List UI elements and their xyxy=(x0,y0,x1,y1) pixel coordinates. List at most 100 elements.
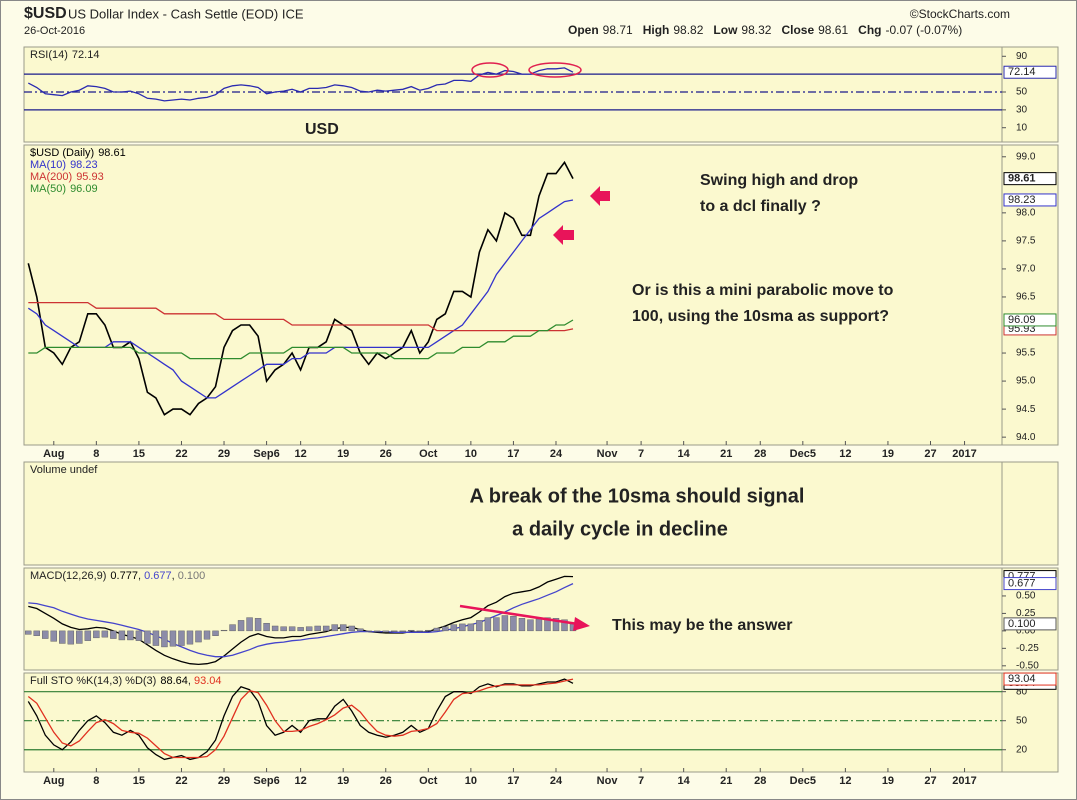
annotation: 100, using the 10sma as support? xyxy=(632,308,889,325)
x-tick-label: 15 xyxy=(133,775,145,787)
annotation: Swing high and drop xyxy=(700,172,858,189)
annotation: Or is this a mini parabolic move to xyxy=(632,282,894,299)
arrow xyxy=(590,186,610,206)
x-tick-label: 12 xyxy=(295,775,307,787)
quote-value: 98.61 xyxy=(818,23,848,37)
y-tick-label: 98.0 xyxy=(1016,207,1036,218)
legend-separator: , xyxy=(188,675,194,687)
x-tick-label: 22 xyxy=(175,775,187,787)
histogram-bar xyxy=(305,626,313,632)
x-tick-label: 28 xyxy=(754,775,766,787)
histogram-bar xyxy=(399,630,406,632)
histogram-bar xyxy=(408,629,415,632)
x-tick-label: 24 xyxy=(550,448,563,460)
legend-value: 0.677 xyxy=(144,570,172,582)
legend-name: RSI(14) xyxy=(30,49,68,61)
source: ©StockCharts.com xyxy=(910,7,1010,21)
x-tick-label: Dec5 xyxy=(790,775,816,787)
legend-name: MA(10) xyxy=(30,159,66,171)
x-tick-label: 26 xyxy=(380,775,392,787)
x-tick-label: 21 xyxy=(720,775,732,787)
histogram-bar xyxy=(280,626,287,632)
histogram-bar xyxy=(25,630,32,635)
x-tick-label: 12 xyxy=(295,448,307,460)
panel-title: MACD(12,26,9) 0.777, 0.677, 0.100 xyxy=(30,570,205,582)
value-box-label: 0.100 xyxy=(1008,618,1036,630)
quote-label: Open xyxy=(568,23,599,37)
annotation: A break of the 10sma should signal xyxy=(470,485,805,507)
x-tick-label: Sep6 xyxy=(253,448,279,460)
series-line xyxy=(28,301,574,332)
x-tick-label: 14 xyxy=(678,775,691,787)
x-tick-label: Nov xyxy=(597,775,619,787)
arrow xyxy=(553,225,574,245)
y-tick-label: 99.0 xyxy=(1016,151,1036,162)
quote-label: Low xyxy=(713,23,738,37)
legend-name: $USD (Daily) xyxy=(30,147,94,159)
y-tick-label: 30 xyxy=(1016,104,1028,115)
y-tick-label: 97.0 xyxy=(1016,264,1036,275)
histogram-bar xyxy=(110,630,117,639)
y-tick-label: 10 xyxy=(1016,122,1028,133)
histogram-bar xyxy=(127,630,134,641)
value-box-label: 98.23 xyxy=(1008,194,1036,206)
x-tick-label: 28 xyxy=(754,448,766,460)
histogram-bar xyxy=(484,617,492,632)
y-tick-label: 94.5 xyxy=(1016,404,1036,415)
histogram-bar xyxy=(476,620,483,632)
histogram-bar xyxy=(416,630,423,632)
x-tick-label: 8 xyxy=(93,775,99,787)
histogram-bar xyxy=(186,630,194,645)
series-line xyxy=(27,678,574,761)
x-tick-label: 12 xyxy=(839,448,851,460)
x-tick-label: 17 xyxy=(507,448,519,460)
histogram-bar xyxy=(348,625,355,632)
histogram-bar xyxy=(357,628,364,632)
histogram-bar xyxy=(561,619,568,632)
legend-value: 98.61 xyxy=(98,147,126,159)
histogram-bar xyxy=(229,624,236,632)
y-tick-label: 0.00 xyxy=(1016,626,1036,637)
value-box-label: 98.61 xyxy=(1008,173,1036,185)
histogram-bar xyxy=(297,627,304,632)
x-tick-label: 2017 xyxy=(952,775,976,787)
annotation: USD xyxy=(305,121,339,138)
histogram-bar xyxy=(288,626,296,632)
value-box-label: 96.09 xyxy=(1008,314,1036,326)
histogram-bar xyxy=(246,617,253,632)
histogram-bar xyxy=(552,618,560,632)
y-tick-label: 96.5 xyxy=(1016,292,1036,303)
x-tick-label: 29 xyxy=(218,448,230,460)
histogram-bar xyxy=(93,630,100,639)
legend-value: 98.23 xyxy=(70,159,98,171)
value-box xyxy=(1003,617,1057,631)
histogram-bar xyxy=(339,624,347,632)
histogram-bar xyxy=(59,630,66,644)
x-tick-label: 15 xyxy=(133,448,145,460)
histogram-bar xyxy=(442,626,449,632)
histogram-bar xyxy=(33,630,40,636)
x-tick-label: Sep6 xyxy=(253,775,279,787)
histogram-bar xyxy=(459,623,466,632)
legend-value: 72.14 xyxy=(72,49,100,61)
value-box-label: 0.677 xyxy=(1008,577,1036,589)
arrow-head xyxy=(573,617,590,631)
quote-value: 98.82 xyxy=(673,23,703,37)
value-box xyxy=(1003,193,1057,207)
histogram-bar xyxy=(467,623,475,632)
x-tick-label: 19 xyxy=(882,448,894,460)
x-tick-label: Oct xyxy=(419,775,438,787)
legend-value: 96.09 xyxy=(70,183,98,195)
histogram-bar xyxy=(254,618,262,632)
symbol: $USD xyxy=(24,5,67,22)
y-tick-label: 20 xyxy=(1016,744,1028,755)
histogram-bar xyxy=(425,629,432,632)
x-tick-label: 10 xyxy=(465,448,477,460)
panel-title-text: Volume undef xyxy=(30,464,98,476)
histogram-bar xyxy=(50,630,57,642)
x-tick-label: 7 xyxy=(638,448,644,460)
histogram-bar xyxy=(374,630,381,632)
histogram-bar xyxy=(271,625,279,632)
panel-title-text: Full STO %K(14,3) %D(3) xyxy=(30,675,156,687)
quote-value: 98.71 xyxy=(603,23,633,37)
